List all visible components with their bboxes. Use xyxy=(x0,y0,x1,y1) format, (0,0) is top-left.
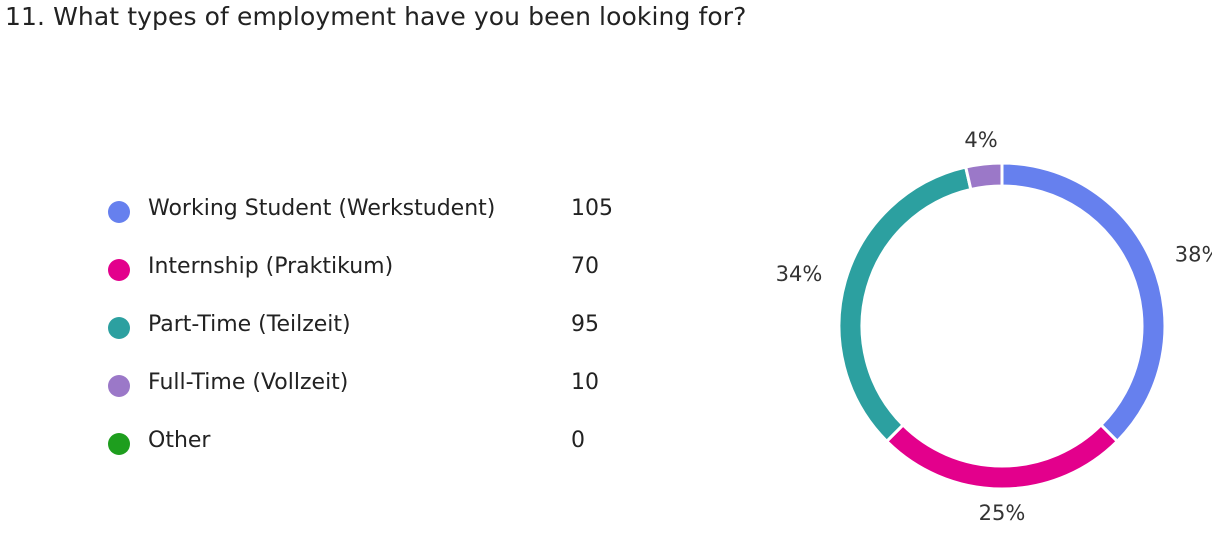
slice-label-full-time: 4% xyxy=(964,128,997,152)
legend-count-part-time: 95 xyxy=(571,312,599,337)
donut-slice-internship xyxy=(884,422,1120,491)
slice-label-part-time: 34% xyxy=(776,262,823,286)
legend-label-other: Other xyxy=(148,428,211,453)
legend-item-full-time: Full-Time (Vollzeit) 10 xyxy=(108,364,638,422)
slice-label-working-student: 38% xyxy=(1175,242,1212,266)
legend-label-internship: Internship (Praktikum) xyxy=(148,254,394,279)
donut-slice-working-student xyxy=(1000,161,1167,444)
legend-swatch-full-time xyxy=(108,375,130,397)
legend-count-working-student: 105 xyxy=(571,196,613,221)
legend-item-part-time: Part-Time (Teilzeit) 95 xyxy=(108,306,638,364)
donut-slice-part-time xyxy=(837,165,973,444)
legend-item-internship: Internship (Praktikum) 70 xyxy=(108,248,638,306)
legend-item-other: Other 0 xyxy=(108,422,638,480)
legend-count-other: 0 xyxy=(571,428,585,453)
legend-count-internship: 70 xyxy=(571,254,599,279)
legend-swatch-working-student xyxy=(108,201,130,223)
donut-slice-full-time xyxy=(963,161,1004,192)
legend-label-working-student: Working Student (Werkstudent) xyxy=(148,196,496,221)
legend-swatch-part-time xyxy=(108,317,130,339)
slice-label-internship: 25% xyxy=(979,501,1026,525)
legend-label-full-time: Full-Time (Vollzeit) xyxy=(148,370,349,395)
question-title: 11. What types of employment have you be… xyxy=(5,2,747,31)
legend-swatch-other xyxy=(108,433,130,455)
legend-item-working-student: Working Student (Werkstudent) 105 xyxy=(108,190,638,248)
legend-count-full-time: 10 xyxy=(571,370,599,395)
legend-swatch-internship xyxy=(108,259,130,281)
legend-label-part-time: Part-Time (Teilzeit) xyxy=(148,312,351,337)
chart-legend: Working Student (Werkstudent) 105 Intern… xyxy=(108,190,638,480)
